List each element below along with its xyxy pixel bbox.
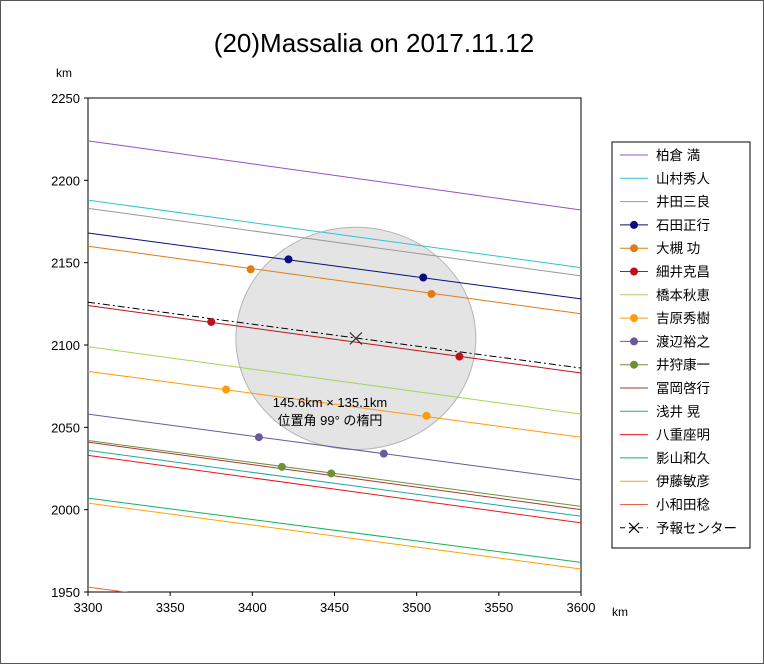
chord-line [88, 232, 581, 300]
legend-label: 吉原秀樹 [656, 311, 710, 326]
chord-line [88, 140, 581, 211]
ellipse-label: 位置角 99° の楕円 [278, 413, 383, 428]
chord-line [88, 449, 581, 517]
timing-point [222, 385, 231, 394]
timing-point [422, 411, 431, 420]
timing-point [246, 265, 255, 274]
legend-label: 小和田稔 [656, 498, 710, 513]
x-axis-unit: km [612, 605, 628, 619]
timing-point [284, 255, 293, 264]
legend-marker [630, 360, 638, 369]
x-tick-label: 3300 [74, 600, 103, 615]
chord-line [88, 497, 581, 563]
timing-point [419, 273, 428, 282]
legend-marker [630, 314, 638, 323]
chord-line [88, 441, 581, 511]
legend-label: 細井克昌 [656, 265, 710, 280]
legend-label: 冨岡啓行 [656, 381, 710, 396]
chord-line [88, 304, 581, 374]
y-tick-label: 2250 [51, 91, 80, 106]
legend-label: 柏倉 満 [656, 148, 700, 163]
x-tick-label: 3550 [484, 600, 513, 615]
y-axis-unit: km [56, 66, 72, 80]
legend-label: 大槻 功 [656, 240, 700, 256]
y-tick-label: 1950 [51, 585, 80, 600]
legend-marker [628, 522, 640, 534]
legend-label: 八重座明 [656, 428, 710, 443]
chord-line [88, 502, 581, 570]
chord-line [88, 199, 581, 269]
legend-label: 伊藤敏彦 [656, 474, 710, 489]
ellipse-label: 145.6km × 135.1km [273, 395, 388, 410]
legend-label: 渡辺裕之 [656, 334, 710, 349]
y-tick-label: 2150 [51, 256, 80, 271]
chord-line [88, 245, 581, 315]
y-tick-label: 2050 [51, 420, 80, 435]
legend-label: 浅井 晃 [656, 404, 700, 419]
timing-point [427, 289, 436, 298]
center-marker [349, 331, 363, 345]
chord-line [88, 370, 581, 438]
legend-marker [630, 337, 638, 346]
chord-line [88, 413, 581, 481]
timing-point [254, 433, 263, 442]
timing-point [455, 352, 464, 361]
x-tick-label: 3500 [402, 600, 431, 615]
y-tick-label: 2000 [51, 503, 80, 518]
legend-label: 予報センター [656, 521, 737, 536]
x-tick-label: 3600 [567, 600, 596, 615]
timing-point [277, 462, 286, 471]
legend-label: 井狩康一 [656, 357, 710, 373]
x-tick-label: 3450 [320, 600, 349, 615]
chord-line [88, 586, 129, 592]
chord-line [88, 454, 581, 524]
legend-label: 山村秀人 [656, 171, 710, 186]
legend-label: 影山和久 [656, 451, 710, 466]
timing-point [207, 317, 216, 326]
legend-label: 井田三良 [656, 195, 710, 210]
x-tick-label: 3400 [238, 600, 267, 615]
timing-point [379, 449, 388, 458]
legend-label: 石田正行 [656, 218, 710, 233]
timing-point [327, 469, 336, 478]
legend-marker [630, 267, 638, 276]
chord-line [88, 207, 581, 277]
chart-title: (20)Massalia on 2017.11.12 [214, 28, 534, 58]
legend-marker [630, 244, 638, 253]
legend-marker [630, 220, 638, 229]
legend-label: 橋本秋恵 [656, 288, 710, 303]
x-tick-label: 3350 [156, 600, 185, 615]
chord-line [88, 346, 581, 415]
y-tick-label: 2100 [51, 338, 80, 353]
y-tick-label: 2200 [51, 173, 80, 188]
